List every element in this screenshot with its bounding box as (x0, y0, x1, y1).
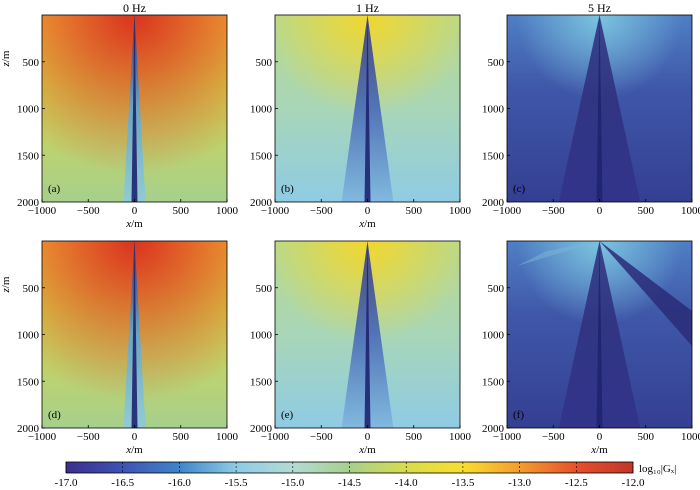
colorbar-tick-label: -13.0 (508, 477, 531, 489)
panel-label: (c) (513, 183, 526, 195)
panel-title: 1 Hz (356, 1, 379, 15)
y-tick-label: 500 (23, 57, 40, 69)
colorbar-tick-label: -12.5 (565, 477, 588, 489)
colorbar-tick-label: -15.0 (281, 477, 304, 489)
x-tick-label: 0 (597, 205, 603, 217)
y-tick-label: 1500 (17, 376, 40, 388)
y-tick-label: 500 (256, 283, 273, 295)
panel-title: 5 Hz (588, 1, 611, 15)
panel-d: −1000 −500 0 500 1000 500 1000 1500 2000 (d) x/m z/… (0, 240, 239, 456)
colorbar-tick-label: -17.0 (55, 477, 78, 489)
y-tick-label: 1000 (482, 330, 505, 342)
panel-title: 0 Hz (123, 1, 146, 15)
x-tick-label: 500 (173, 431, 190, 443)
oblique-lobe (599, 241, 692, 346)
colorbar-tick-label: -12.0 (622, 477, 645, 489)
x-tick-label: 500 (638, 205, 655, 217)
panel-label: (e) (281, 409, 294, 421)
x-tick-label: −1000 (28, 431, 57, 443)
x-axis-label: x/m (125, 444, 143, 456)
colorbar-tick-label: -16.5 (111, 477, 134, 489)
x-tick-label: −500 (310, 205, 333, 217)
x-tick-label: 0 (132, 205, 138, 217)
y-axis-label: z/m (0, 50, 12, 67)
y-tick-label: 1500 (482, 150, 505, 162)
y-tick-label: 2000 (17, 423, 40, 435)
colorbar-tick-label: -15.5 (225, 477, 248, 489)
colorbar-label: log₁₀|Gₓ| (639, 463, 676, 475)
x-tick-label: 500 (173, 205, 190, 217)
y-tick-label: 1500 (250, 150, 273, 162)
central-null (364, 241, 371, 428)
x-tick-label: −500 (77, 431, 100, 443)
y-tick-label: 500 (23, 283, 40, 295)
colorbar-tick-label: -13.5 (451, 477, 474, 489)
central-null (364, 15, 371, 202)
side-lobe (517, 241, 600, 266)
y-tick-label: 1500 (250, 376, 273, 388)
panel-b: −1000 −500 0 500 1000 500 1000 1500 2000 1 Hz (b) x… (250, 1, 472, 230)
colorbar-tick-label: -14.0 (395, 477, 418, 489)
x-tick-label: 0 (365, 205, 371, 217)
y-tick-label: 1000 (17, 104, 40, 116)
y-tick-label: 1000 (17, 330, 40, 342)
x-tick-label: −1000 (261, 431, 290, 443)
y-tick-label: 500 (488, 57, 505, 69)
y-axis-label: z/m (0, 276, 12, 293)
y-tick-label: 500 (256, 57, 273, 69)
x-axis-label: x/m (125, 218, 143, 230)
central-null (596, 241, 603, 428)
x-tick-label: −500 (542, 431, 565, 443)
x-tick-label: 0 (365, 431, 371, 443)
panel-e: −1000 −500 0 500 1000 500 1000 1500 2000 (e) x/m (250, 240, 472, 456)
y-tick-label: 500 (488, 283, 505, 295)
x-tick-label: −1000 (493, 205, 522, 217)
panel-c: −1000 −500 0 500 1000 500 1000 1500 2000 5 Hz (c) (482, 1, 700, 217)
x-tick-label: 500 (638, 431, 655, 443)
panel-a: −1000 −500 0 500 1000 500 1000 1500 2000 0 Hz (a) x… (0, 1, 239, 230)
x-tick-label: 500 (406, 205, 423, 217)
colorbar: -17.0 -16.5 -16.0 -15.5 -15.0 -14.5 -14.0 -13.5… (55, 461, 676, 489)
panel-label: (f) (513, 409, 524, 421)
x-tick-label: 1000 (449, 205, 472, 217)
x-tick-label: 0 (597, 431, 603, 443)
x-axis-label: x/m (358, 218, 376, 230)
x-tick-label: 1000 (216, 205, 239, 217)
panel-label: (d) (48, 409, 61, 421)
x-tick-label: −1000 (28, 205, 57, 217)
y-tick-label: 2000 (250, 197, 273, 209)
x-tick-label: 1000 (449, 431, 472, 443)
x-tick-label: 500 (406, 431, 423, 443)
y-tick-label: 1500 (482, 376, 505, 388)
central-null (131, 241, 138, 428)
x-axis-label: x/m (358, 444, 376, 456)
y-tick-label: 2000 (482, 197, 505, 209)
x-tick-label: 0 (132, 431, 138, 443)
y-tick-label: 2000 (17, 197, 40, 209)
panel-f: −1000 −500 0 500 1000 500 1000 1500 2000 (f) x/m (482, 240, 700, 456)
x-tick-label: −500 (77, 205, 100, 217)
x-tick-label: 1000 (216, 431, 239, 443)
panel-label: (b) (281, 183, 294, 195)
x-tick-label: 1000 (681, 205, 700, 217)
colorbar-tick-label: -14.5 (338, 477, 361, 489)
x-tick-label: −500 (310, 431, 333, 443)
y-tick-label: 1000 (250, 104, 273, 116)
colorbar-tick-label: -16.0 (168, 477, 191, 489)
central-null (131, 15, 138, 202)
y-tick-label: 1500 (17, 150, 40, 162)
x-tick-label: −1000 (261, 205, 290, 217)
x-tick-label: −500 (542, 205, 565, 217)
y-tick-label: 2000 (250, 423, 273, 435)
central-null (596, 15, 603, 202)
y-tick-label: 1000 (250, 330, 273, 342)
x-axis-label: x/m (590, 444, 608, 456)
y-tick-label: 2000 (482, 423, 505, 435)
panel-label: (a) (48, 183, 61, 195)
y-tick-label: 1000 (482, 104, 505, 116)
x-tick-label: −1000 (493, 431, 522, 443)
x-tick-label: 1000 (681, 431, 700, 443)
